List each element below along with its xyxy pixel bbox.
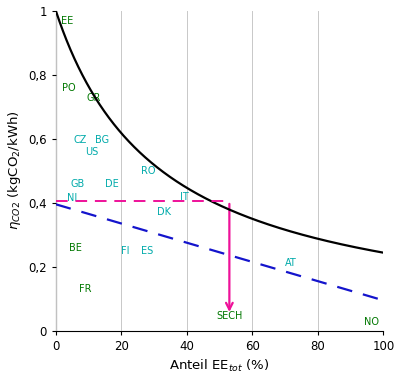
Text: IT: IT — [180, 192, 189, 202]
Text: GR: GR — [87, 93, 101, 103]
Text: AT: AT — [285, 258, 297, 268]
Text: BE: BE — [69, 243, 82, 253]
Text: ES: ES — [141, 246, 153, 256]
X-axis label: Anteil EE$_{tot}$ (%): Anteil EE$_{tot}$ (%) — [169, 358, 270, 374]
Text: DE: DE — [105, 179, 119, 189]
Text: BG: BG — [95, 135, 109, 145]
Text: SECH: SECH — [216, 311, 243, 321]
Text: US: US — [85, 147, 98, 157]
Y-axis label: $\eta_{CO2}$ (kgCO$_2$/kWh): $\eta_{CO2}$ (kgCO$_2$/kWh) — [6, 111, 22, 230]
Text: PO: PO — [62, 83, 76, 93]
Text: EE: EE — [61, 16, 73, 26]
Text: FI: FI — [121, 246, 130, 256]
Text: NL: NL — [67, 193, 80, 203]
Text: NO: NO — [364, 317, 379, 327]
Text: CZ: CZ — [74, 135, 87, 145]
Text: DK: DK — [157, 207, 171, 217]
Text: FR: FR — [79, 284, 91, 294]
Text: GB: GB — [70, 179, 85, 189]
Text: RO: RO — [141, 166, 156, 176]
